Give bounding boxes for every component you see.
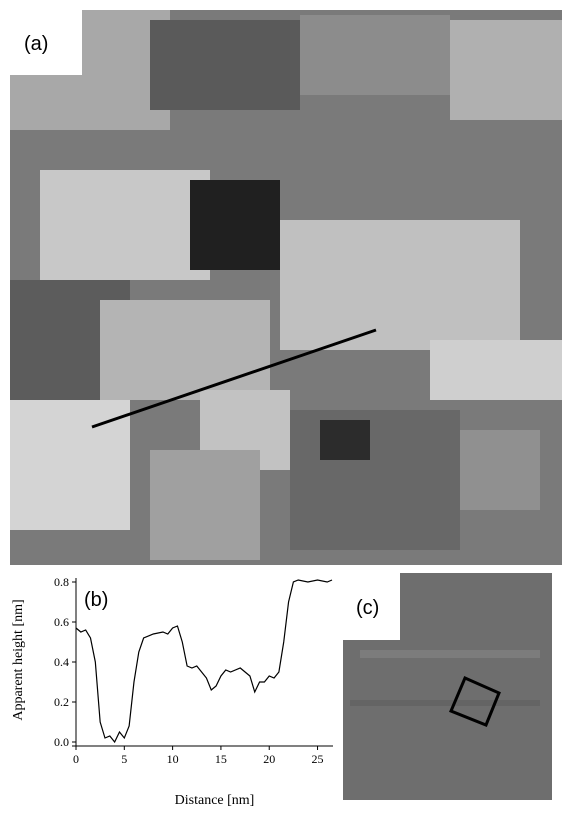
- x-tick-label: 20: [263, 752, 275, 766]
- x-tick-label: 10: [167, 752, 179, 766]
- y-tick-label: 0.0: [54, 735, 69, 749]
- x-tick-label: 0: [73, 752, 79, 766]
- y-tick-label: 0.4: [54, 655, 69, 669]
- page: {"panel_a": {"label": "(a)"}, "panel_c":…: [0, 0, 562, 810]
- y-tick-label: 0.6: [54, 615, 69, 629]
- stm-image-a: (a): [10, 10, 562, 565]
- y-axis-label: Apparent height [nm]: [11, 599, 26, 720]
- x-axis-label: Distance [nm]: [175, 793, 255, 808]
- x-tick-label: 15: [215, 752, 227, 766]
- x-tick-label: 5: [121, 752, 127, 766]
- profile-chart: 0.0 0.2 0.4 0.6 0.8 0 5 10 15 20 25 Distance [nm] Ap…: [11, 575, 333, 808]
- panel-label: (c): [356, 597, 379, 619]
- profile-line: [76, 580, 332, 742]
- y-tick-label: 0.2: [54, 695, 69, 709]
- panel-label: (a): [24, 33, 48, 55]
- y-tick-label: 0.8: [54, 575, 69, 589]
- figure: (a) (c) 0.0 0.2 0.4 0.6 0.8 0 5 10 15 20 25 Distanc…: [0, 0, 562, 810]
- x-tick-label: 25: [312, 752, 324, 766]
- panel-label: (b): [84, 589, 108, 611]
- stm-image-c: (c): [343, 573, 552, 800]
